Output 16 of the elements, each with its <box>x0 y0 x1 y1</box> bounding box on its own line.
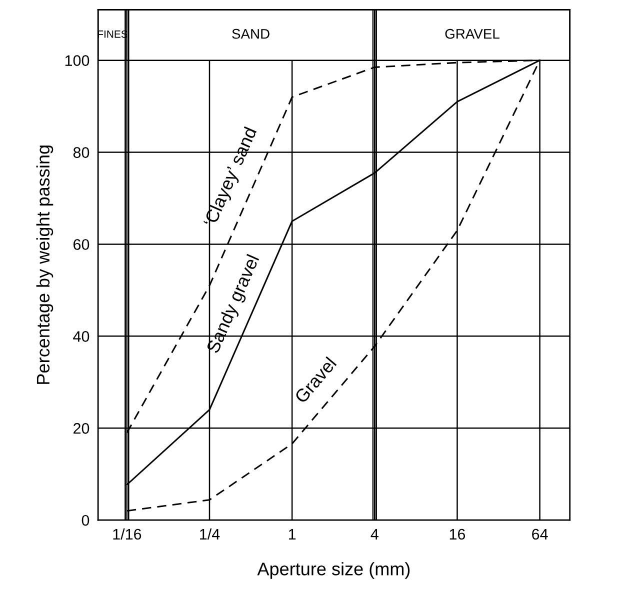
x-tick-label: 16 <box>450 528 466 540</box>
x-tick-label: 64 <box>532 528 548 540</box>
y-tick-label: 0 <box>82 514 90 526</box>
x-tick-label: 4 <box>370 528 378 540</box>
band-label: SAND <box>232 28 270 39</box>
y-tick-label: 100 <box>65 55 90 66</box>
y-axis-title: Percentage by weight passing <box>36 146 54 384</box>
y-tick-label: 40 <box>73 331 90 342</box>
y-tick-label: 20 <box>74 423 90 434</box>
x-tick-label: 1/16 <box>113 528 142 540</box>
y-tick-label: 80 <box>73 147 90 158</box>
x-tick-label: 1 <box>288 528 296 540</box>
x-tick-label: 1/4 <box>200 528 220 540</box>
band-label: GRAVEL <box>445 28 500 39</box>
x-axis-title: Aperture size (mm) <box>257 562 410 579</box>
y-tick-label: 60 <box>74 239 90 250</box>
